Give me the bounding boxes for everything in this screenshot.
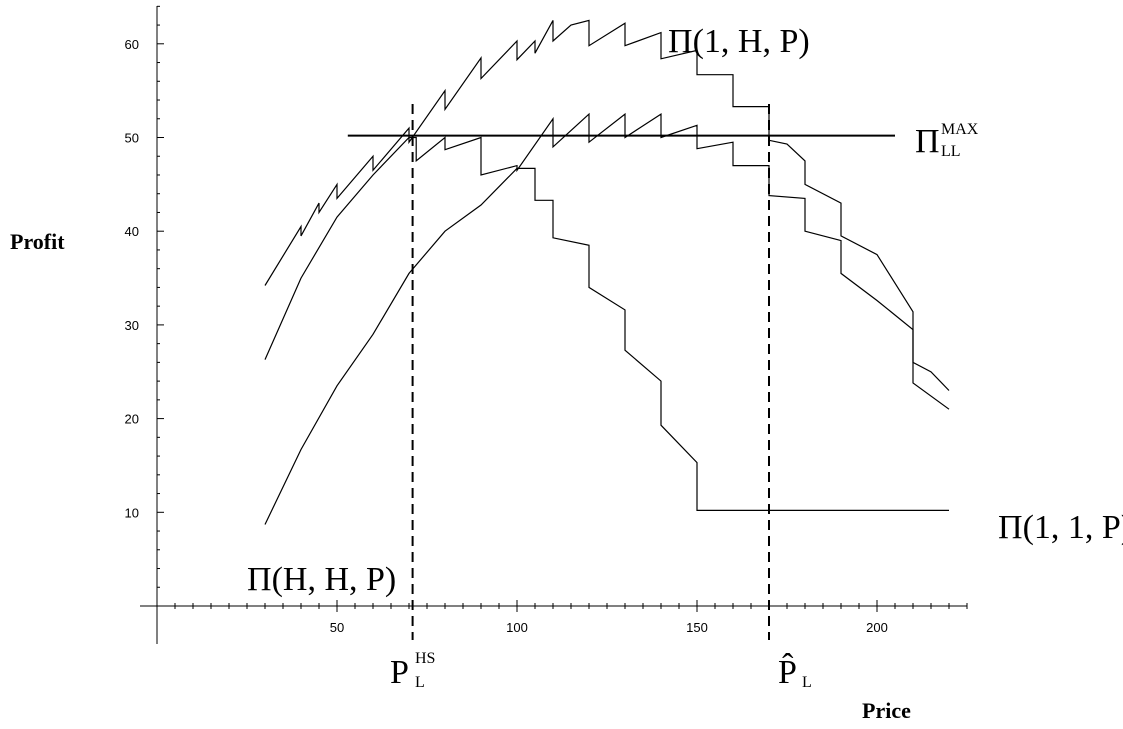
y-tick-label: 30	[125, 318, 139, 333]
reference-lines	[347, 104, 895, 640]
pi-ll-max-sup: MAX	[941, 121, 979, 138]
p-hat-l-symbol: P̂	[778, 652, 797, 691]
x-tick-label: 50	[330, 620, 344, 635]
p-l-hs-symbol: P	[390, 654, 409, 691]
y-tick-label: 50	[125, 131, 139, 146]
label-pi-hhp: Π(H, H, P)	[247, 561, 396, 598]
p-l-hs-sub: L	[415, 674, 425, 691]
pi-ll-max-symbol: Π	[915, 123, 940, 160]
pi-11p-symbol: Π	[998, 509, 1023, 546]
label-pi-11p: Π(1, 1, P)	[998, 509, 1123, 546]
p-l-hs-sup: HS	[415, 650, 435, 667]
label-pi-1hp: Π(1, H, P)	[668, 23, 810, 60]
y-tick-label: 10	[125, 505, 139, 520]
label-pi-ll-max: Π MAX LL	[915, 121, 979, 160]
pi-hhp-symbol: Π	[247, 561, 272, 598]
label-p-l-hs: P HS L	[390, 650, 435, 691]
y-tick-label: 20	[125, 412, 139, 427]
x-axis-label: Price	[862, 698, 911, 723]
series-line-1	[264, 19, 950, 391]
x-tick-label: 150	[686, 620, 708, 635]
p-hat-l-sub: L	[802, 674, 812, 691]
pi-11p-args: (1, 1, P)	[1023, 509, 1123, 546]
pi-hhp-args: (H, H, P)	[272, 561, 397, 598]
y-tick-label: 40	[125, 224, 139, 239]
svg-text:Π(1, 1, P): Π(1, 1, P)	[998, 509, 1123, 546]
ticks: 50 100 150 200 10 20 30 40 50 60	[125, 5, 968, 635]
svg-text:Π(1, H, P): Π(1, H, P)	[668, 23, 810, 60]
pi-1hp-symbol: Π	[668, 23, 693, 60]
series-line-3	[264, 167, 949, 525]
svg-text:Π(H, H, P): Π(H, H, P)	[247, 561, 396, 598]
y-axis-label: Profit	[10, 229, 65, 254]
x-tick-label: 200	[866, 620, 888, 635]
y-tick-label: 60	[125, 37, 139, 52]
series-line-2	[264, 112, 950, 410]
pi-1hp-args: (1, H, P)	[693, 23, 810, 60]
pi-ll-max-sub: LL	[941, 143, 961, 160]
x-tick-label: 100	[506, 620, 528, 635]
label-p-hat-l: P̂ L	[778, 652, 812, 691]
axes	[140, 6, 967, 644]
series-group	[264, 19, 950, 525]
